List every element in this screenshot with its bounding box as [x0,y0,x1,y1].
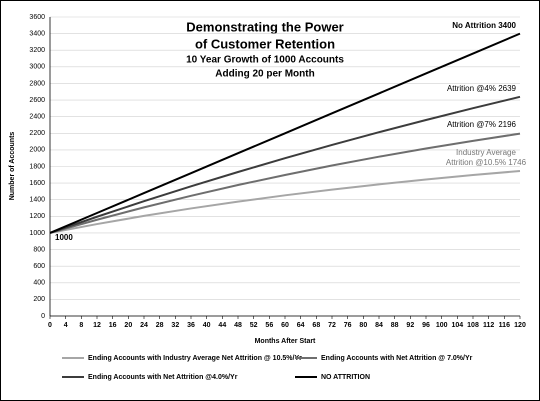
x-tick-label: 52 [250,322,258,329]
x-tick-label: 84 [375,322,383,329]
series-line [49,95,521,234]
y-tick-label: 600 [33,263,45,270]
chart-subtitle: 10 Year Growth of 1000 Accounts [186,55,344,66]
x-tick-label: 100 [436,322,448,329]
legend-label: Ending Accounts with Net Attrition @ 7.0… [321,355,473,362]
x-tick-label: 48 [234,322,242,329]
x-tick-label: 8 [79,322,83,329]
x-tick-label: 24 [140,322,148,329]
x-axis-label: Months After Start [255,338,316,345]
annotation: Attrition @10.5% 1746 [446,158,527,167]
x-tick-label: 20 [124,322,132,329]
y-tick-label: 2000 [29,147,45,154]
y-tick-label: 400 [33,280,45,287]
chart-title: Demonstrating the Power [186,19,343,34]
y-tick-label: 1800 [29,163,45,170]
y-tick-label: 3000 [29,64,45,71]
x-tick-label: 0 [48,322,52,329]
y-tick-label: 3400 [29,30,45,37]
y-tick-label: 3200 [29,47,45,54]
x-tick-label: 88 [391,322,399,329]
legend-label: Ending Accounts with Industry Average Ne… [88,355,302,362]
series-line [49,169,521,234]
x-tick-label: 60 [281,322,289,329]
y-tick-label: 2200 [29,130,45,137]
x-tick-label: 12 [93,322,101,329]
legend-label: Ending Accounts with Net Attrition @4.0%… [88,374,238,381]
annotation: Attrition @7% 2196 [447,120,517,129]
x-tick-label: 92 [406,322,414,329]
y-tick-label: 2800 [29,80,45,87]
chart-title: of Customer Retention [195,36,335,51]
x-tick-label: 44 [218,322,226,329]
series-line [49,32,521,234]
x-tick-label: 28 [156,322,164,329]
y-tick-label: 1000 [29,230,45,237]
x-tick-label: 104 [451,322,463,329]
annotation: Attrition @4% 2639 [447,84,517,93]
y-axis-label: Number of Accounts [9,132,16,201]
annotation: No Attrition 3400 [452,21,516,30]
annotation: 1000 [55,233,73,242]
y-tick-label: 0 [41,313,45,320]
annotation: Industry Average [456,148,516,157]
series-line [49,132,521,234]
y-tick-label: 2600 [29,97,45,104]
y-tick-label: 3600 [29,14,45,21]
x-tick-label: 40 [203,322,211,329]
x-tick-label: 32 [171,322,179,329]
y-tick-label: 200 [33,296,45,303]
y-tick-label: 1200 [29,213,45,220]
x-tick-label: 108 [467,322,479,329]
legend-label: NO ATTRITION [321,374,370,381]
x-tick-label: 80 [359,322,367,329]
x-tick-label: 116 [499,322,510,329]
x-tick-label: 4 [64,322,68,329]
y-tick-label: 1400 [29,197,45,204]
x-tick-label: 96 [422,322,430,329]
x-tick-label: 72 [328,322,336,329]
x-tick-label: 68 [312,322,320,329]
y-tick-label: 1600 [29,180,45,187]
y-tick-label: 800 [33,246,45,253]
x-tick-label: 120 [514,322,526,329]
x-tick-label: 76 [344,322,352,329]
x-tick-label: 16 [109,322,117,329]
chart-subtitle: Adding 20 per Month [215,69,314,80]
x-tick-label: 36 [187,322,195,329]
y-tick-label: 2400 [29,114,45,121]
x-tick-label: 56 [265,322,273,329]
x-tick-label: 64 [297,322,305,329]
x-tick-label: 112 [483,322,494,329]
